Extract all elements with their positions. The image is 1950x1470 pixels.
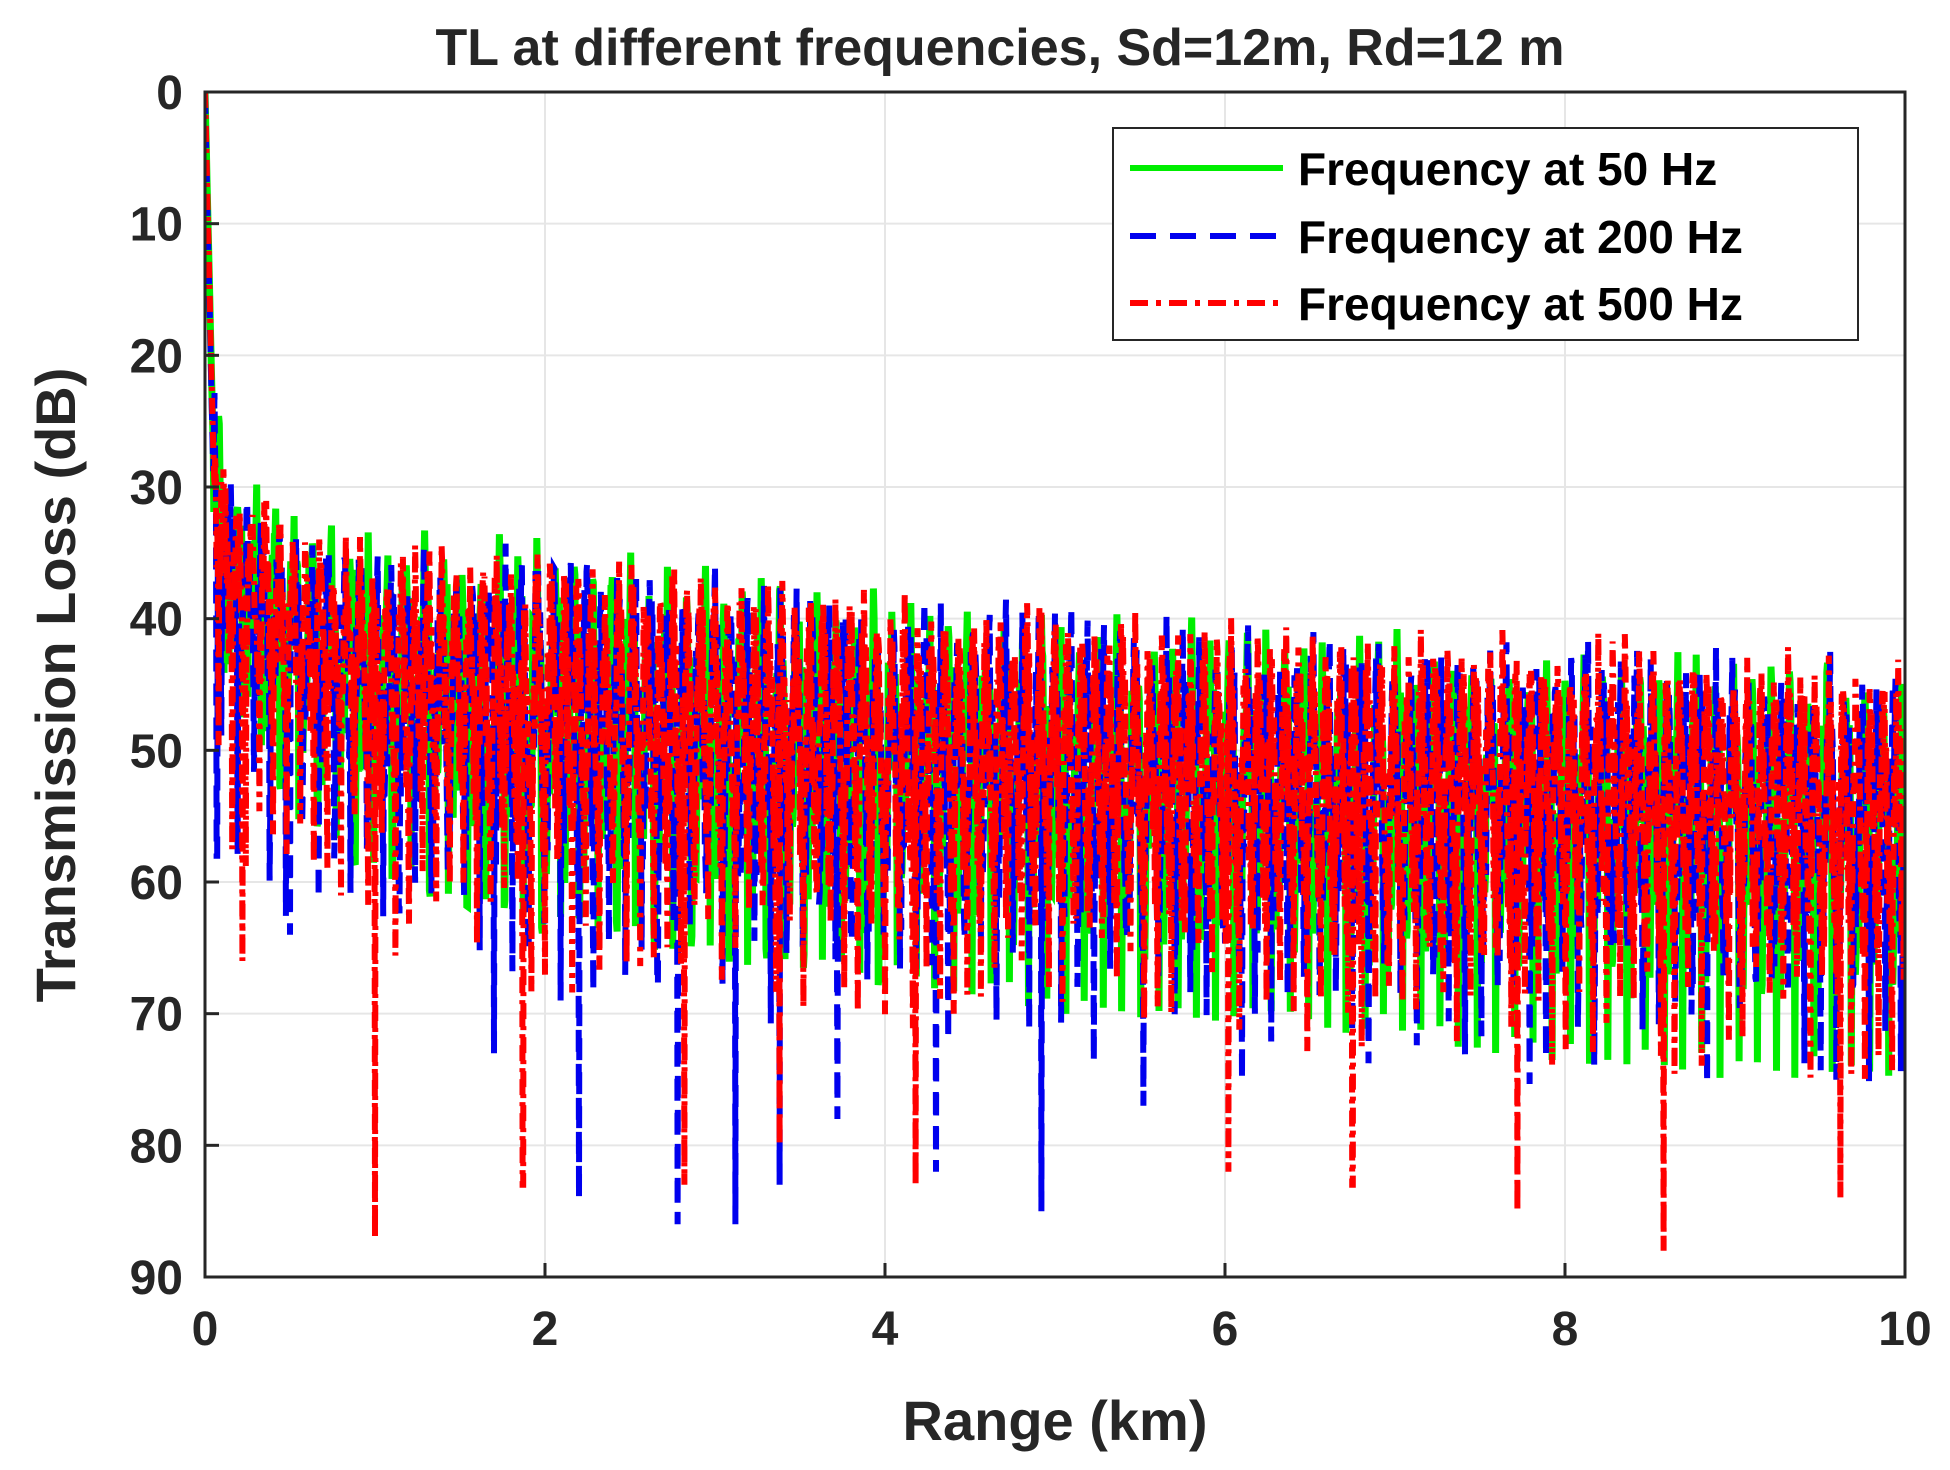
- y-tick-label: 70: [130, 989, 183, 1042]
- x-tick-label: 2: [532, 1303, 559, 1356]
- chart-title: TL at different frequencies, Sd=12m, Rd=…: [436, 19, 1565, 77]
- y-tick-label: 60: [130, 857, 183, 910]
- x-axis-label: Range (km): [903, 1389, 1208, 1452]
- series-line-500hz: [205, 92, 1905, 1251]
- legend-label-50hz: Frequency at 50 Hz: [1298, 143, 1717, 195]
- y-tick-label: 90: [130, 1252, 183, 1305]
- y-tick-label: 40: [130, 594, 183, 647]
- axis-ticks: 0 2 4 6 8 10 0 10 20 30 40 50 60 70 80 90: [130, 67, 1932, 1356]
- x-tick-label: 4: [872, 1303, 899, 1356]
- y-tick-label: 80: [130, 1120, 183, 1173]
- legend: Frequency at 50 Hz Frequency at 200 Hz F…: [1112, 127, 1859, 341]
- y-tick-label: 20: [130, 330, 183, 383]
- y-tick-label: 0: [156, 67, 183, 120]
- legend-label-500hz: Frequency at 500 Hz: [1298, 278, 1743, 330]
- y-tick-label: 10: [130, 199, 183, 252]
- legend-label-200hz: Frequency at 200 Hz: [1298, 211, 1743, 263]
- x-tick-label: 8: [1552, 1303, 1579, 1356]
- x-tick-label: 6: [1212, 1303, 1239, 1356]
- y-tick-label: 50: [130, 725, 183, 778]
- y-tick-label: 30: [130, 462, 183, 515]
- y-axis-label: Transmission Loss (dB): [24, 368, 87, 1003]
- x-tick-label: 0: [192, 1303, 219, 1356]
- plot-frame: [203, 90, 1907, 1279]
- x-tick-label: 10: [1878, 1303, 1931, 1356]
- series-lines: [205, 92, 1905, 1251]
